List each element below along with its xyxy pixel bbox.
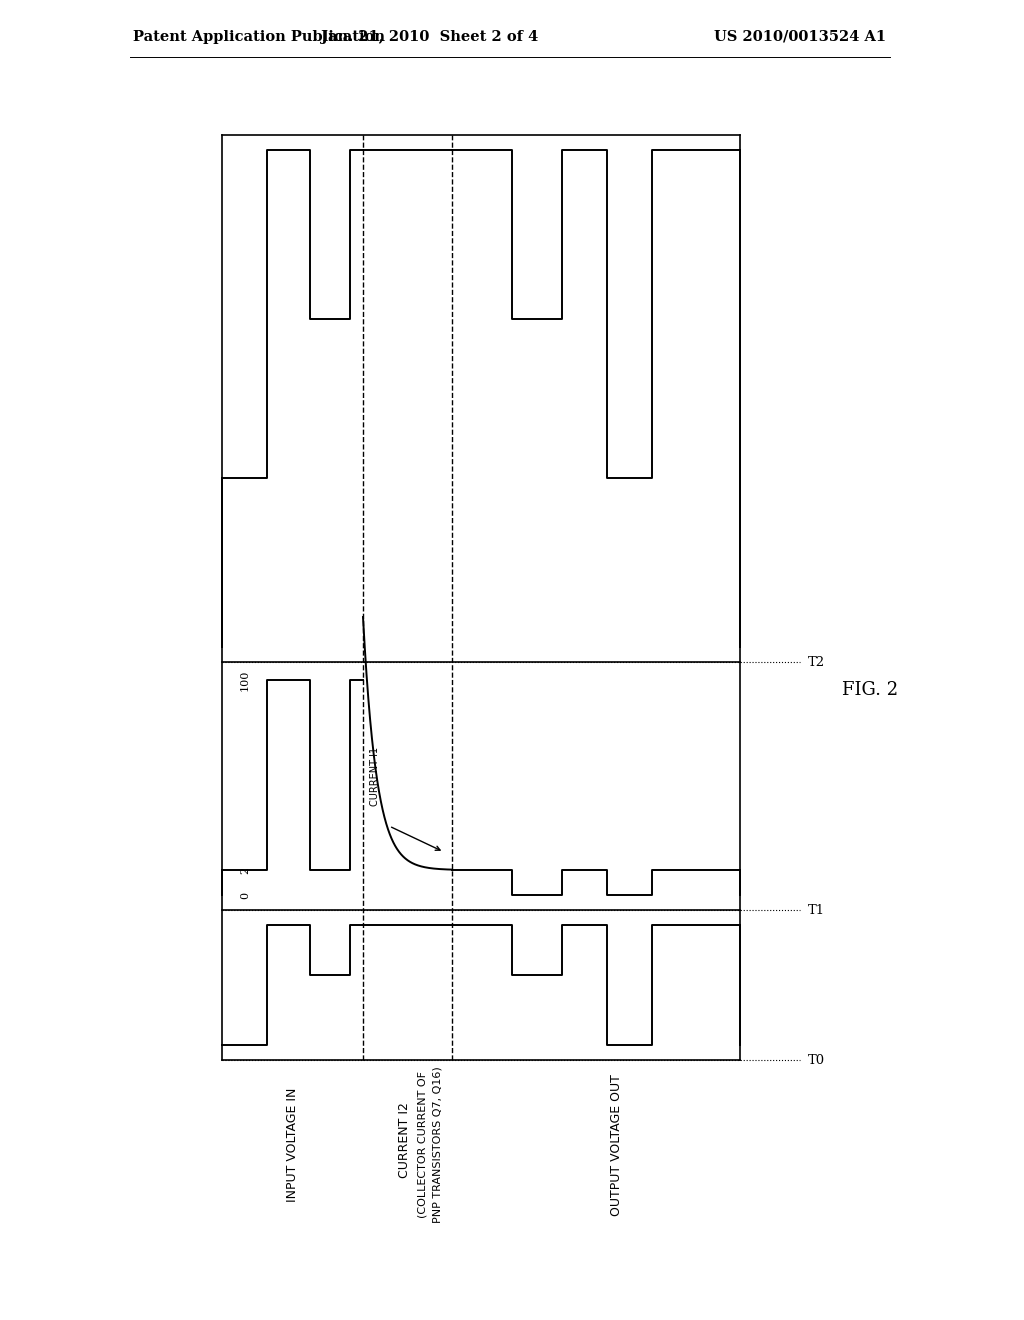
- Text: FIG. 2: FIG. 2: [842, 681, 898, 700]
- Text: CURRENT I1: CURRENT I1: [370, 746, 380, 805]
- Text: 2: 2: [240, 866, 250, 874]
- Text: 0: 0: [240, 891, 250, 899]
- Text: Jan. 21, 2010  Sheet 2 of 4: Jan. 21, 2010 Sheet 2 of 4: [322, 30, 539, 44]
- Text: CURRENT I2: CURRENT I2: [398, 1102, 411, 1177]
- Text: Patent Application Publication: Patent Application Publication: [133, 30, 385, 44]
- Text: INPUT VOLTAGE IN: INPUT VOLTAGE IN: [286, 1088, 299, 1203]
- Text: OUTPUT VOLTAGE OUT: OUTPUT VOLTAGE OUT: [609, 1074, 623, 1216]
- Text: US 2010/0013524 A1: US 2010/0013524 A1: [714, 30, 886, 44]
- Text: T2: T2: [808, 656, 825, 668]
- Text: (COLLECTOR CURRENT OF: (COLLECTOR CURRENT OF: [418, 1072, 427, 1218]
- Text: PNP TRANSISTORS Q7, Q16): PNP TRANSISTORS Q7, Q16): [432, 1067, 442, 1224]
- Text: T0: T0: [808, 1053, 825, 1067]
- Text: T1: T1: [808, 903, 825, 916]
- Text: 100: 100: [240, 669, 250, 690]
